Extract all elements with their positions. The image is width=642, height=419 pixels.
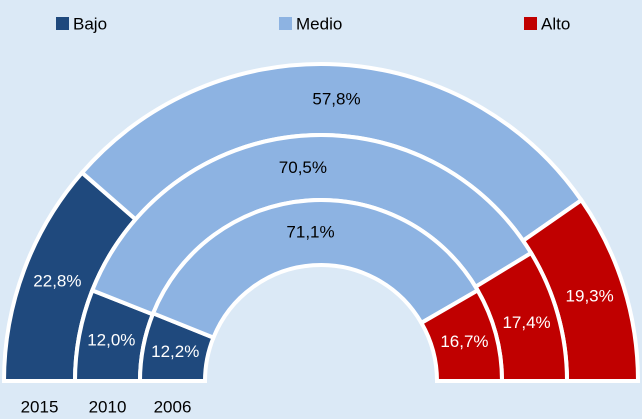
value-label: 12,0%	[87, 330, 135, 349]
value-label: 12,2%	[151, 342, 199, 361]
value-label: 71,1%	[286, 222, 334, 241]
legend-swatch	[279, 17, 292, 30]
value-label: 57,8%	[312, 89, 360, 108]
value-label: 17,4%	[502, 313, 550, 332]
legend-label: Bajo	[73, 14, 107, 33]
legend-label: Medio	[296, 14, 342, 33]
legend-swatch	[524, 17, 537, 30]
legend-swatch	[56, 17, 69, 30]
ring-label: 2006	[154, 397, 192, 416]
value-label: 19,3%	[566, 286, 614, 305]
ring-label: 2015	[21, 397, 59, 416]
segment	[418, 287, 505, 383]
value-label: 70,5%	[279, 158, 327, 177]
value-label: 16,7%	[440, 332, 488, 351]
ring-label: 2010	[89, 397, 127, 416]
legend-label: Alto	[541, 14, 570, 33]
value-label: 22,8%	[33, 272, 81, 291]
segment	[150, 198, 481, 341]
